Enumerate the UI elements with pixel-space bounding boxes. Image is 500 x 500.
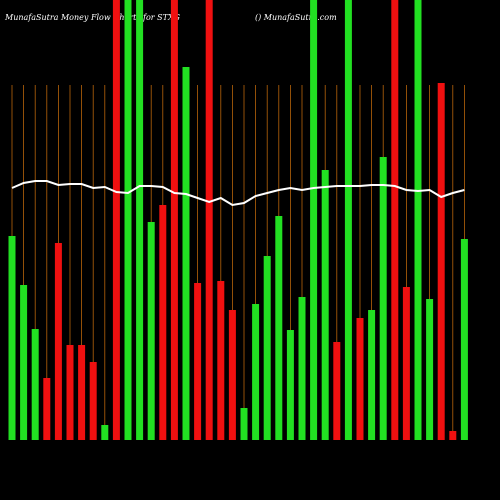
bar xyxy=(89,362,97,440)
bar xyxy=(78,345,86,440)
bar xyxy=(159,205,167,440)
bar xyxy=(298,297,306,440)
bar xyxy=(194,283,202,440)
plot xyxy=(8,0,468,440)
bar xyxy=(321,170,329,440)
bar xyxy=(101,425,109,440)
bar xyxy=(310,0,318,440)
bar xyxy=(170,0,178,440)
bar xyxy=(414,0,422,440)
bar xyxy=(8,236,16,440)
bar xyxy=(379,157,387,440)
bar xyxy=(205,0,213,440)
money-flow-line xyxy=(11,180,465,207)
bar xyxy=(252,304,260,440)
bar xyxy=(286,330,294,440)
bar xyxy=(437,83,445,440)
bar xyxy=(217,281,225,440)
bar xyxy=(240,408,248,440)
bar xyxy=(391,0,399,440)
bar xyxy=(263,256,271,440)
bar xyxy=(54,243,62,440)
bar xyxy=(275,216,283,440)
chart-subtitle: () MunafaSutra.com xyxy=(255,13,337,22)
bar xyxy=(124,0,132,440)
bar xyxy=(136,0,144,440)
bar xyxy=(112,0,120,440)
bar xyxy=(228,310,236,440)
bar xyxy=(182,67,190,440)
bar xyxy=(31,329,39,440)
bar xyxy=(66,345,74,440)
bar xyxy=(43,378,51,440)
bar xyxy=(449,431,457,440)
bar xyxy=(368,310,376,440)
bar xyxy=(20,285,28,440)
bar xyxy=(402,287,410,440)
bar xyxy=(333,342,341,440)
bar xyxy=(344,0,352,440)
bar xyxy=(147,222,155,440)
bar xyxy=(426,299,434,440)
chart-title: MunafaSutra Money Flow Charts for STXG xyxy=(4,13,181,22)
bar xyxy=(460,239,468,440)
bar xyxy=(356,318,364,440)
